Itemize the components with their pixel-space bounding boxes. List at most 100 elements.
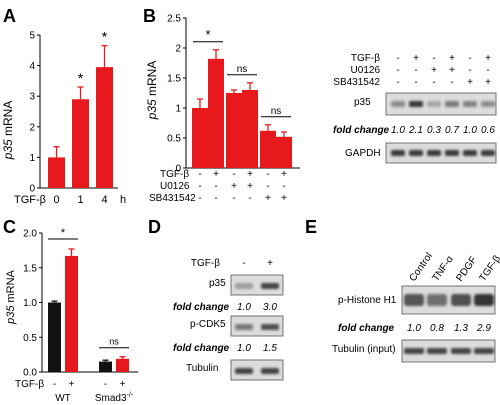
blot-d-tubulin-band bbox=[235, 368, 253, 374]
chart-c-group-name: WT bbox=[55, 393, 71, 404]
chart-b-y-tick-label: 1 bbox=[175, 104, 181, 115]
chart-b-bars: * ns ns bbox=[192, 27, 292, 168]
chart-c: p35 mRNA 0.00.51.01.52.0 *ns TGF-β - + - + … bbox=[5, 227, 138, 404]
chart-c-ylabel: p35 mRNA bbox=[5, 269, 17, 324]
chart-c-y-tick-label: 0.5 bbox=[23, 333, 37, 344]
blot-d-label-tgf: TGF-β bbox=[191, 258, 220, 269]
chart-b-condition-sign: - bbox=[214, 181, 217, 192]
blot-e-row-histone: p-Histone H1 bbox=[338, 295, 397, 306]
blot-b-gapdh-band bbox=[409, 150, 423, 156]
blot-d-fold-value: 1.5 bbox=[263, 343, 277, 354]
chart-c-group-name: Smad3 bbox=[95, 393, 127, 404]
blot-e-tubulin-bands bbox=[404, 348, 494, 354]
blot-d-fold-p35: 1.0 3.0 bbox=[237, 302, 277, 313]
blot-b-label-sb: SB431542 bbox=[333, 77, 380, 88]
blot-b-sign: + bbox=[485, 53, 491, 64]
chart-b-condition-sign: + bbox=[213, 169, 219, 180]
blot-e-tubulin-band bbox=[451, 348, 471, 354]
chart-a-significance: * bbox=[78, 70, 84, 86]
blot-d-p35-membrane bbox=[230, 274, 284, 296]
chart-b-condition-sign: - bbox=[266, 169, 269, 180]
blot-b-gapdh-band bbox=[463, 150, 477, 156]
blot-e-fold-value: 0.8 bbox=[430, 323, 444, 334]
chart-b-condition-sign: - bbox=[266, 181, 269, 192]
blot-d-tubulin-bands bbox=[235, 368, 279, 374]
chart-b-condition-sign: - bbox=[198, 193, 201, 204]
blot-b-sign: + bbox=[413, 53, 419, 64]
blot-b-sign: + bbox=[431, 65, 437, 76]
blot-b-fold-value: 2.1 bbox=[408, 125, 423, 136]
chart-b-y-tick-label: 2 bbox=[175, 44, 181, 55]
blot-b-sign: + bbox=[449, 53, 455, 64]
blot-b-sign: - bbox=[396, 65, 399, 76]
blot-d-cdk5-band bbox=[235, 324, 253, 330]
blot-d-sign: + bbox=[267, 258, 273, 269]
chart-b-condition-signs: - + - + - +- - + + - -- - - - + + bbox=[198, 169, 287, 204]
chart-c-comparison-label: ns bbox=[109, 337, 119, 347]
blot-d-p35-band bbox=[235, 283, 253, 289]
blot-b-p35-band bbox=[445, 101, 459, 107]
blot-d-cdk5-bands bbox=[235, 324, 279, 330]
blot-e-fold-value: 1.0 bbox=[407, 323, 421, 334]
blot-b-sign: - bbox=[450, 77, 453, 88]
chart-a-y-tick-label: 5 bbox=[29, 31, 35, 42]
chart-b-bar bbox=[276, 136, 292, 168]
chart-b-condition-sign: - bbox=[248, 193, 251, 204]
blot-b-sign: - bbox=[468, 53, 471, 64]
blot-e-fold-values: 1.0 0.8 1.3 2.9 bbox=[407, 323, 491, 334]
chart-b-ylabel-rest: mRNA bbox=[145, 61, 159, 100]
chart-a-y-tick-label: 4 bbox=[29, 61, 35, 72]
chart-b-condition-sign: + bbox=[247, 169, 253, 180]
blot-d-fold-label-2: fold change bbox=[173, 343, 230, 354]
panel-letter-e: E bbox=[305, 217, 317, 237]
chart-b-ylabel: p35 mRNA bbox=[145, 61, 159, 121]
chart-c-group-labels: WT Smad3-/- bbox=[55, 392, 134, 404]
blot-d-row-tubulin: Tubulin bbox=[186, 363, 218, 374]
chart-c-condition-sign: + bbox=[69, 379, 75, 390]
chart-c-comparison-label: * bbox=[61, 227, 66, 239]
chart-a-x-tick-label: 4 bbox=[101, 194, 107, 206]
blot-b-sign: - bbox=[396, 53, 399, 64]
blot-b-sign: - bbox=[432, 53, 435, 64]
blot-d-tubulin-band bbox=[261, 368, 279, 374]
chart-a-x-tick-label: 1 bbox=[77, 194, 83, 206]
chart-a-significance: * bbox=[102, 29, 108, 45]
chart-c-group-label: Smad3-/- bbox=[95, 392, 134, 404]
blot-b-fold-value: 1.0 bbox=[391, 125, 405, 136]
chart-c-cond-label-tgf: TGF-β bbox=[15, 379, 44, 390]
chart-b-bar bbox=[242, 90, 258, 168]
blot-b-fold-value: 0.6 bbox=[481, 125, 495, 136]
blot-b-sign: - bbox=[432, 77, 435, 88]
blot-b-fold-label: fold change bbox=[333, 125, 390, 136]
chart-a-ylabel-gene: p35 bbox=[1, 139, 15, 160]
chart-a-x-labels: 0 1 4 bbox=[53, 194, 107, 206]
chart-b-comparison-label: ns bbox=[271, 106, 282, 117]
blot-d-p35-band bbox=[261, 283, 279, 289]
blot-d-p35-bands bbox=[235, 283, 279, 289]
chart-b-y-tick-label: 0 bbox=[175, 164, 181, 175]
blot-b-label-u0126: U0126 bbox=[351, 65, 381, 76]
chart-a-y-tick-label: 0 bbox=[29, 184, 35, 195]
chart-c-condition-signs: - + - + bbox=[53, 379, 126, 390]
panel-letter-b: B bbox=[143, 6, 156, 26]
chart-c-bar bbox=[48, 302, 61, 372]
blot-b-sign: - bbox=[414, 77, 417, 88]
chart-c-bar bbox=[65, 255, 78, 372]
chart-b-y-tick-label: 2.5 bbox=[167, 14, 181, 25]
chart-c-bars: * ns bbox=[48, 227, 129, 372]
chart-c-y-tick-label: 1.5 bbox=[23, 263, 37, 274]
blot-b-fold-value: 1.0 bbox=[463, 125, 477, 136]
blot-b-label-tgf: TGF-β bbox=[351, 53, 380, 64]
blot-d-row-p35: p35 bbox=[209, 278, 226, 289]
chart-a-y-tick-label: 2 bbox=[29, 122, 35, 133]
blot-b-signs: - + - + - +- - + + - -- - - - + + bbox=[396, 53, 491, 88]
chart-b-condition-sign: - bbox=[232, 169, 235, 180]
blot-b-sign: - bbox=[486, 65, 489, 76]
blot-b-gapdh-band bbox=[391, 150, 405, 156]
chart-a-y-tick-label: 1 bbox=[29, 153, 35, 164]
blot-b-sign: - bbox=[396, 77, 399, 88]
blot-e-histone-band bbox=[451, 294, 471, 306]
